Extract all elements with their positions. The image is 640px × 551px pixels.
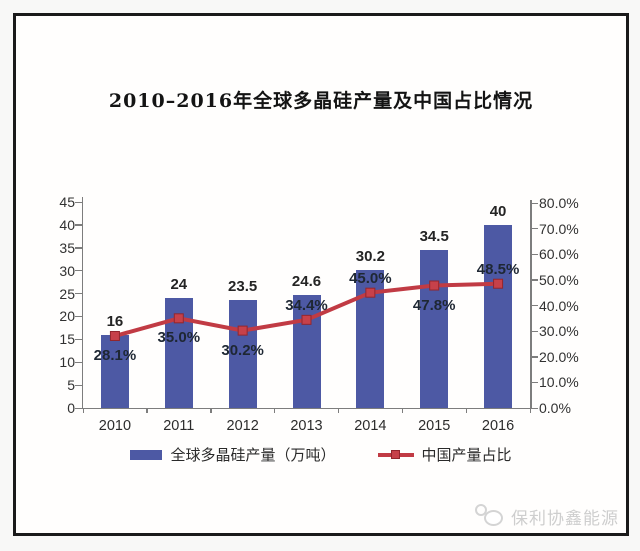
combo-chart: 45 40 35 30 25 20 15 10 5 0 80.0% 70.0% 60.0% 50.0% 40… [16, 16, 626, 533]
share-value-label: 48.5% [476, 260, 520, 278]
left-axis-tick [75, 270, 82, 272]
x-axis-tick [337, 408, 340, 413]
bar-swatch-icon [130, 449, 163, 460]
line-marker [493, 278, 504, 289]
right-axis-tick [531, 305, 538, 307]
left-axis-tick-label: 40 [59, 216, 75, 233]
right-axis-tick-label: 60.0% [539, 246, 579, 263]
left-axis-tick-label: 30 [59, 262, 75, 279]
bar-value-label: 40 [489, 202, 507, 220]
left-axis-tick [75, 293, 82, 295]
right-axis-tick [531, 330, 538, 332]
bar-value-label: 16 [106, 312, 124, 330]
left-axis-tick-label: 15 [59, 331, 75, 348]
left-axis-line [81, 197, 83, 409]
line-marker-icon [390, 449, 400, 459]
brand-logo-icon [474, 503, 506, 529]
left-axis-tick [75, 338, 82, 341]
chart-frame: 2010–2016年全球多晶硅产量及中国占比情况 45 40 35 30 25 20 15 1… [13, 13, 629, 536]
right-axis-tick [531, 253, 538, 256]
left-axis-tick [75, 201, 82, 203]
line-marker [173, 313, 184, 324]
left-axis-tick [75, 224, 82, 226]
x-axis-tick [465, 408, 467, 413]
legend-item-production: 全球多晶硅产量（万吨） [130, 444, 336, 465]
x-axis-line [81, 407, 532, 410]
right-axis-tick-label: 10.0% [539, 374, 579, 391]
x-axis-label: 2011 [163, 418, 195, 434]
bar-value-label: 24 [170, 276, 188, 294]
left-axis-tick [75, 315, 82, 318]
bar-value-label: 23.5 [228, 278, 258, 296]
right-axis-tick [531, 279, 538, 281]
share-value-label: 35.0% [157, 329, 201, 347]
x-axis-label: 2016 [481, 418, 515, 434]
left-axis-tick-label: 5 [67, 377, 75, 394]
left-axis-tick [75, 361, 82, 364]
share-value-label: 34.4% [285, 296, 328, 314]
left-axis-tick-label: 20 [59, 308, 75, 325]
right-axis-tick [531, 202, 538, 204]
share-value-label: 45.0% [349, 269, 392, 287]
line-marker [237, 325, 248, 336]
x-axis-label: 2014 [354, 418, 387, 434]
right-axis-tick-label: 80.0% [539, 195, 579, 211]
share-value-label: 30.2% [221, 341, 264, 359]
legend-label-share: 中国产量占比 [421, 446, 512, 464]
x-axis-label: 2010 [98, 418, 132, 434]
chart-title: 2010–2016年全球多晶硅产量及中国占比情况 [108, 90, 534, 112]
left-axis-tick-label: 25 [59, 285, 75, 302]
x-axis-tick [210, 408, 212, 413]
left-axis-tick [75, 407, 82, 409]
left-axis-tick-label: 35 [59, 239, 75, 256]
x-axis-tick [146, 408, 148, 413]
line-marker [429, 280, 440, 291]
line-marker [301, 314, 312, 325]
x-axis-label: 2013 [290, 418, 323, 434]
bar [420, 250, 449, 408]
right-axis-tick-label: 40.0% [539, 297, 579, 314]
right-axis-tick-label: 0.0% [539, 400, 571, 416]
brand-watermark: 保利协鑫能源 [474, 503, 619, 529]
bar [228, 300, 257, 408]
x-axis-tick [82, 408, 84, 413]
share-line-series [109, 278, 504, 341]
right-axis-tick [531, 381, 538, 384]
left-axis-tick-label: 45 [59, 194, 75, 210]
line-marker [109, 330, 120, 341]
bar [100, 334, 129, 408]
right-axis-tick-label: 20.0% [539, 348, 579, 365]
right-axis-tick-label: 70.0% [539, 220, 579, 237]
right-axis-tick [531, 407, 538, 409]
bar-value-label: 30.2 [355, 247, 385, 265]
left-axis-tick [75, 384, 82, 386]
right-axis-tick [531, 228, 538, 230]
legend-item-share: 中国产量占比 [377, 444, 512, 465]
bar-value-label: 24.6 [291, 273, 322, 291]
share-value-label: 28.1% [93, 346, 137, 364]
legend: 全球多晶硅产量（万吨） 中国产量占比 [16, 444, 626, 465]
right-axis-tick [531, 356, 538, 358]
left-axis-tick-label: 10 [59, 354, 75, 371]
bar [484, 224, 513, 408]
right-axis-tick-label: 30.0% [539, 323, 579, 340]
x-axis-tick [401, 408, 404, 413]
brand-name: 保利协鑫能源 [511, 508, 619, 528]
share-value-label: 47.8% [412, 296, 456, 314]
x-axis-tick [529, 408, 531, 413]
right-axis-tick-label: 50.0% [539, 271, 579, 288]
line-swatch-icon [377, 449, 414, 459]
right-axis-line [530, 200, 532, 409]
x-axis-tick [274, 408, 276, 413]
line-marker [365, 287, 376, 298]
legend-label-production: 全球多晶硅产量（万吨） [170, 446, 336, 464]
left-axis-tick-label: 0 [67, 400, 75, 416]
x-axis-label: 2015 [418, 418, 451, 434]
left-axis-tick [75, 247, 82, 249]
x-axis-label: 2012 [226, 418, 259, 434]
bar-value-label: 34.5 [419, 228, 449, 246]
